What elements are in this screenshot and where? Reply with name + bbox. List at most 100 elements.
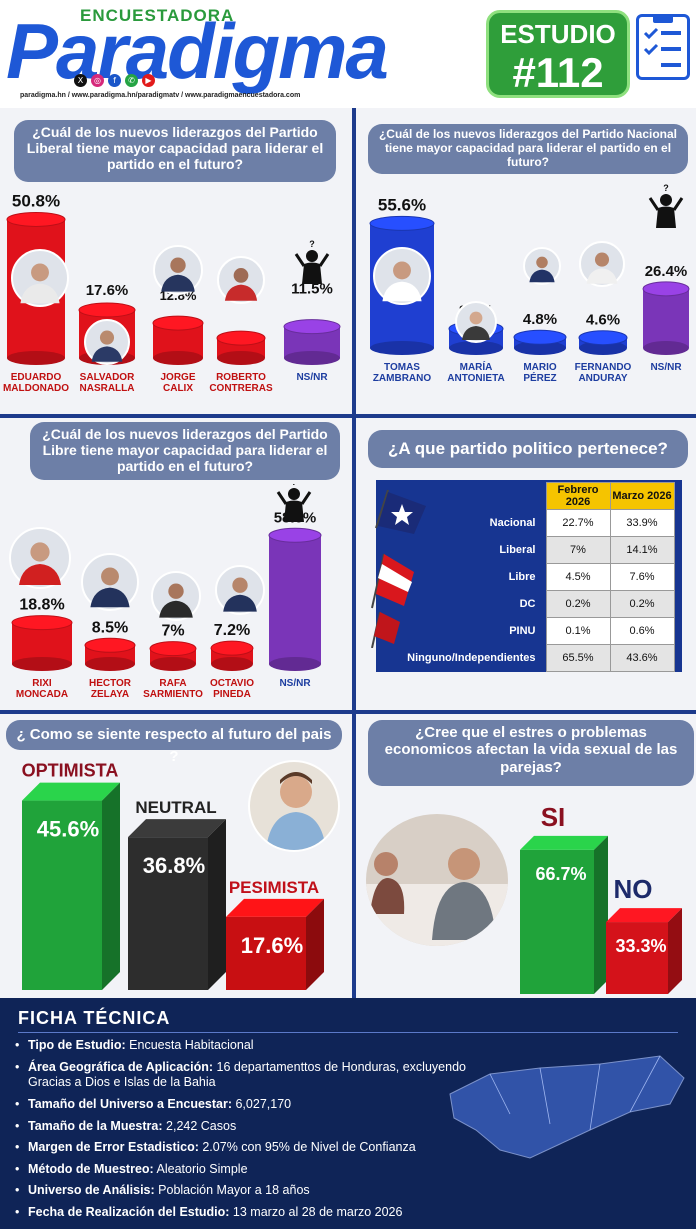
website-urls[interactable]: paradigma.hn / www.paradigma.hn/paradigm…	[20, 92, 301, 99]
row-label: Liberal	[499, 544, 536, 556]
feb-value: 4.5%	[545, 563, 611, 591]
mar-value: 33.9%	[609, 509, 675, 537]
ficha-item: Tipo de Estudio: Encuesta Habitacional	[14, 1038, 474, 1054]
data-label: 17.6%	[241, 933, 303, 958]
table-row: Ninguno/Independientes 65.5% 43.6%	[376, 644, 675, 672]
question-liberal: ¿Cuál de los nuevos liderazgos del Parti…	[14, 120, 336, 182]
category-label: PESIMISTA	[229, 878, 319, 897]
table-row: Libre 4.5% 7.6%	[376, 563, 675, 591]
libre-leaders-chart: 18.8% RIXI MONCADA 8.5% HECTOR ZELAYA 7% RAFA SA…	[9, 484, 322, 700]
data-label: 4.6%	[586, 312, 620, 329]
category-label: ROBERTO CONTRERAS	[209, 372, 273, 394]
data-label: 11.5%	[291, 281, 333, 298]
mar-value: 0.2%	[609, 590, 675, 618]
x-icon[interactable]: X	[74, 74, 87, 87]
category-label: JORGE CALIX	[160, 372, 195, 394]
candidate-photo	[81, 553, 139, 611]
data-label: 55.6%	[378, 195, 426, 214]
thinking-man-photo	[248, 760, 340, 852]
category-label: MARÍA ANTONIETA	[447, 360, 504, 384]
bar-3	[513, 329, 567, 355]
ficha-item: Tamaño del Universo a Encuestar: 6,027,1…	[14, 1097, 474, 1113]
svg-text:?: ?	[663, 183, 669, 193]
person-question-icon: ?	[294, 239, 330, 284]
ficha-item: Área Geográfica de Aplicación: 16 depart…	[14, 1060, 474, 1091]
candidate-photo	[217, 256, 265, 304]
ficha-divider	[18, 1032, 678, 1033]
flags-icon	[371, 489, 426, 648]
ficha-item: Margen de Error Estadistico: 2.07% con 9…	[14, 1140, 474, 1156]
data-label: 4.8%	[523, 311, 557, 328]
feb-value: 22.7%	[545, 509, 611, 537]
facebook-icon[interactable]: f	[108, 74, 121, 87]
bar-5	[268, 527, 322, 671]
category-label: RIXI MONCADA	[16, 678, 68, 700]
category-label: NEUTRAL	[135, 798, 216, 817]
bar-5	[642, 281, 690, 355]
youtube-icon[interactable]: ▶	[142, 74, 155, 87]
bar-3	[152, 315, 204, 365]
svg-text:?: ?	[309, 239, 315, 249]
question-libre: ¿Cuál de los nuevos liderazgos del Parti…	[30, 422, 340, 480]
social-icons: X ◎ f ✆ ▶	[74, 74, 155, 87]
table-row: DC 0.2% 0.2%	[376, 590, 675, 618]
bar-1	[11, 615, 73, 671]
person-question-icon: ?	[276, 484, 312, 522]
question-future: ¿ Como se siente respecto al futuro del …	[6, 720, 342, 765]
row-label: Libre	[508, 571, 536, 583]
bar-4	[216, 330, 266, 365]
data-label: 7%	[161, 623, 184, 640]
future-sentiment-chart: 45.6% OPTIMISTA 36.8% NEUTRAL 17.6% PESIMISTA	[22, 761, 324, 990]
feb-value: 0.2%	[545, 590, 611, 618]
category-label: EDUARDO MALDONADO	[3, 372, 69, 394]
candidate-photo	[373, 247, 431, 305]
row-label: Nacional	[489, 517, 536, 529]
ficha-item: Universo de Análisis: Población Mayor a …	[14, 1183, 474, 1199]
mar-value: 14.1%	[609, 536, 675, 564]
data-label: 66.7%	[535, 864, 586, 884]
feb-value: 7%	[545, 536, 611, 564]
category-label: SALVADOR NASRALLA	[80, 372, 136, 394]
category-label: OCTAVIO PINEDA	[210, 678, 254, 700]
data-label: 18.8%	[19, 597, 64, 614]
horizontal-divider	[0, 414, 696, 418]
party-table: Febrero 2026 Marzo 2026 Nacional 22.7% 3…	[376, 482, 675, 672]
table-row: Nacional 22.7% 33.9%	[376, 509, 675, 537]
data-label: 7.2%	[214, 622, 250, 639]
instagram-icon[interactable]: ◎	[91, 74, 104, 87]
data-label: 33.3%	[615, 936, 666, 956]
candidate-photo	[523, 247, 561, 285]
bar-5	[283, 319, 341, 365]
candidate-photo	[11, 249, 69, 307]
category-label: OPTIMISTA	[22, 761, 119, 781]
column-header: Febrero 2026	[545, 482, 611, 510]
mar-value: 43.6%	[609, 644, 675, 672]
whatsapp-icon[interactable]: ✆	[125, 74, 138, 87]
vertical-divider	[352, 108, 356, 998]
category-label: SI	[541, 802, 566, 832]
nacional-leaders-chart: 55.6%TOMASZAMBRANO8.6%MARÍAANTONIETA4.8%…	[369, 183, 690, 384]
bar-no	[606, 908, 682, 994]
ficha-item: Fecha de Realización del Estudio: 13 mar…	[14, 1205, 474, 1221]
bar-3	[149, 641, 197, 671]
bar-2	[84, 637, 136, 671]
candidate-photo	[151, 571, 201, 621]
bar-neutral	[128, 819, 226, 990]
category-label: NS/NR	[650, 362, 682, 373]
header: ENCUESTADORA Paradigma X ◎ f ✆ ▶ paradig…	[0, 0, 696, 108]
row-label: DC	[519, 598, 536, 610]
feb-value: 65.5%	[545, 644, 611, 672]
category-label: FERNANDO ANDURAY	[575, 362, 632, 384]
row-label: PINU	[509, 625, 536, 637]
candidate-photo	[215, 565, 265, 615]
person-question-icon: ?	[648, 183, 684, 228]
bar-optimista	[22, 782, 120, 990]
question-nacional: ¿Cuál de los nuevos liderazgos del Parti…	[368, 124, 688, 174]
bar-4	[578, 330, 628, 355]
brand-logo: Paradigma	[6, 7, 389, 95]
svg-text:?: ?	[291, 484, 297, 487]
liberal-leaders-chart: 50.8% EDUARDO MALDONADO 17.6% SALVADOR NASRAL…	[3, 191, 341, 394]
question-party: ¿A que partido politico pertenece?	[368, 430, 688, 468]
horizontal-divider	[0, 710, 696, 714]
category-label: HECTOR ZELAYA	[89, 678, 132, 700]
